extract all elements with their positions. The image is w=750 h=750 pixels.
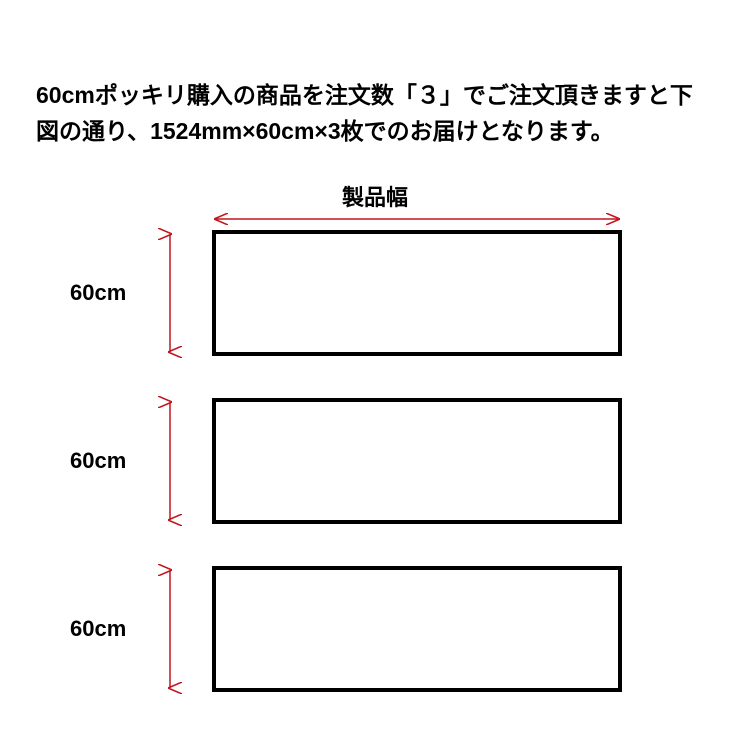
piece-rect <box>214 400 620 522</box>
piece-label: 60cm <box>70 280 126 305</box>
piece-rect <box>214 232 620 354</box>
diagram-svg: 60cm 60cm 60cm <box>0 0 750 750</box>
piece-label: 60cm <box>70 616 126 641</box>
piece-rect <box>214 568 620 690</box>
piece-label: 60cm <box>70 448 126 473</box>
page: 60cmポッキリ購入の商品を注文数「３」でご注文頂きますと下図の通り、1524m… <box>0 0 750 750</box>
